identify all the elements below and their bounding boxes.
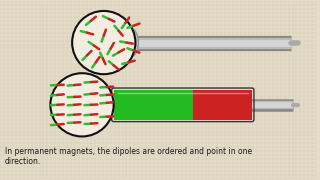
FancyBboxPatch shape [114, 90, 193, 120]
FancyBboxPatch shape [193, 90, 252, 120]
Circle shape [50, 73, 114, 136]
Text: direction.: direction. [5, 157, 41, 166]
Circle shape [72, 11, 135, 74]
Ellipse shape [124, 29, 138, 56]
Text: In permanent magnets, the dipoles are ordered and point in one: In permanent magnets, the dipoles are or… [5, 147, 252, 156]
